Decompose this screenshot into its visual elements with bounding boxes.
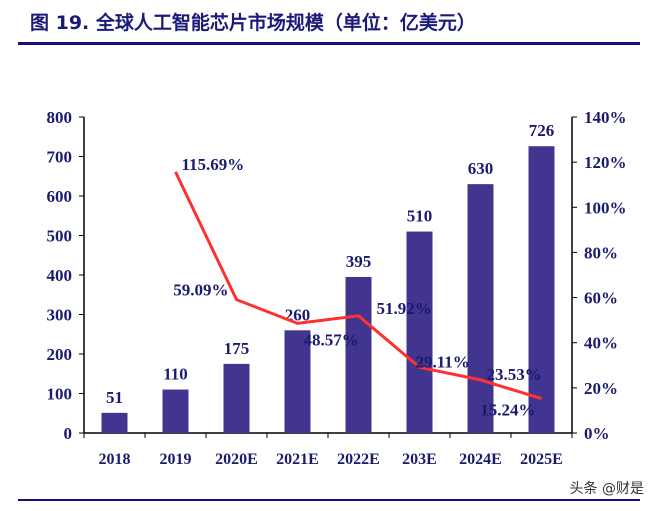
left-tick-label: 500	[47, 227, 73, 246]
bar-value-label: 175	[224, 339, 250, 358]
left-tick-label: 700	[47, 148, 73, 167]
bar	[162, 389, 189, 433]
bar	[467, 184, 494, 433]
left-tick-label: 400	[47, 266, 73, 285]
growth-label: 48.57%	[304, 330, 359, 349]
bar	[406, 231, 433, 433]
growth-label: 51.92%	[377, 299, 432, 318]
bar	[284, 330, 311, 433]
left-tick-label: 800	[47, 108, 73, 127]
bar-value-label: 51	[106, 388, 123, 407]
growth-line	[174, 171, 542, 401]
left-tick-label: 300	[47, 306, 73, 325]
bar	[345, 276, 372, 433]
x-tick-label: 2022E	[337, 451, 380, 468]
x-tick-label: 2020E	[215, 451, 258, 468]
title-divider	[18, 42, 640, 45]
x-tick-label: 203E	[402, 451, 437, 468]
bar	[101, 412, 128, 433]
x-tick-label: 2019	[160, 451, 192, 468]
x-tick-label: 2025E	[520, 451, 563, 468]
right-tick-label: 60%	[584, 289, 618, 308]
x-tick-label: 2021E	[276, 451, 319, 468]
growth-label: 29.11%	[416, 352, 470, 371]
right-tick-label: 20%	[584, 379, 618, 398]
bar-value-label: 726	[529, 121, 555, 140]
watermark: 头条 @财是	[569, 478, 644, 498]
right-tick-label: 140%	[584, 108, 627, 127]
chart-title: 图 19. 全球人工智能芯片市场规模（单位：亿美元）	[30, 12, 476, 34]
growth-label: 59.09%	[173, 281, 228, 300]
right-tick-label: 100%	[584, 198, 627, 217]
growth-label: 115.69%	[182, 155, 245, 174]
x-tick-label: 2024E	[459, 451, 502, 468]
right-tick-label: 120%	[584, 153, 627, 172]
left-tick-label: 200	[47, 345, 73, 364]
bar-value-label: 395	[346, 252, 372, 271]
right-tick-label: 0%	[584, 424, 610, 443]
growth-label: 15.24%	[480, 401, 535, 420]
right-tick-label: 80%	[584, 243, 618, 262]
bar	[528, 146, 555, 434]
left-tick-label: 600	[47, 187, 73, 206]
left-tick-label: 100	[47, 385, 73, 404]
x-tick-label: 2018	[99, 451, 131, 468]
bar	[223, 363, 250, 433]
footer-divider	[18, 499, 640, 501]
bar-value-label: 630	[468, 159, 494, 178]
growth-label: 23.53%	[487, 365, 542, 384]
right-tick-label: 40%	[584, 334, 618, 353]
left-tick-label: 0	[64, 424, 73, 443]
bar-value-label: 110	[163, 365, 188, 384]
bar-value-label: 510	[407, 207, 433, 226]
